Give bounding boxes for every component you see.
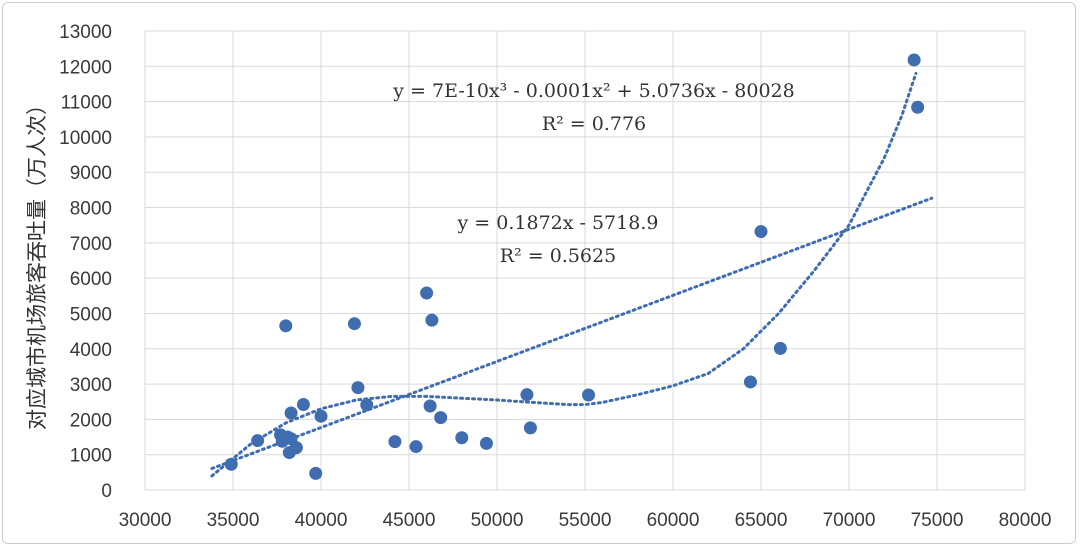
data-point [582, 388, 596, 402]
data-point [360, 398, 374, 412]
data-point [309, 466, 323, 480]
x-tick-label: 35000 [207, 510, 260, 531]
y-tick-label: 5000 [70, 304, 112, 325]
x-tick-label: 55000 [559, 510, 612, 531]
y-tick-label: 3000 [70, 375, 112, 396]
data-point [423, 399, 437, 413]
y-tick-label: 4000 [70, 340, 112, 361]
data-point [284, 406, 298, 420]
data-point [251, 434, 265, 448]
x-tick-label: 65000 [735, 510, 788, 531]
data-point [347, 317, 361, 331]
x-tick-label: 45000 [383, 510, 436, 531]
y-tick-label: 13000 [59, 22, 112, 43]
x-tick-label: 80000 [999, 510, 1052, 531]
poly-trend-r2: R² = 0.776 [542, 113, 646, 135]
data-points [224, 53, 925, 480]
x-tick-label: 50000 [471, 510, 524, 531]
data-point [388, 435, 402, 449]
y-tick-label: 10000 [59, 128, 112, 149]
y-axis-ticks: 0 1000 2000 3000 4000 5000 6000 7000 8000 9000 100… [59, 22, 112, 502]
x-tick-label: 60000 [647, 510, 700, 531]
y-tick-label: 1000 [70, 446, 112, 467]
x-tick-label: 75000 [911, 510, 964, 531]
grid-lines [144, 30, 1026, 491]
y-tick-label: 8000 [70, 199, 112, 220]
data-point [523, 421, 537, 435]
data-point [314, 409, 328, 423]
data-point [455, 431, 469, 445]
trendlines [210, 71, 934, 478]
data-point [224, 457, 238, 471]
y-axis-label: 对应城市机场旅客吞吐量（万人次） [25, 94, 49, 430]
polynomial-trendline [210, 71, 918, 478]
data-point [911, 100, 925, 114]
y-tick-label: 9000 [70, 163, 112, 184]
data-point [754, 225, 768, 239]
x-tick-label: 70000 [823, 510, 876, 531]
linear-trend-equation: y = 0.1872x - 5718.9 [457, 212, 659, 234]
data-point [520, 388, 534, 402]
data-point [434, 411, 448, 425]
y-tick-label: 2000 [70, 410, 112, 431]
data-point [296, 398, 310, 412]
linear-trendline [210, 196, 934, 471]
data-point [289, 441, 303, 455]
x-tick-label: 30000 [119, 510, 172, 531]
data-point [773, 341, 787, 355]
x-axis-ticks: 30000 35000 40000 45000 50000 55000 60000 65000… [119, 510, 1052, 531]
y-tick-label: 0 [101, 481, 112, 502]
poly-trend-equation: y = 7E-10x³ - 0.0001x² + 5.0736x - 80028 [392, 80, 794, 102]
y-tick-label: 6000 [70, 269, 112, 290]
data-point [743, 375, 757, 389]
data-point [425, 313, 439, 327]
data-point [279, 319, 293, 333]
linear-trend-r2: R² = 0.5625 [500, 245, 616, 267]
data-point [420, 286, 434, 300]
data-point [907, 53, 921, 67]
x-tick-label: 40000 [295, 510, 348, 531]
y-tick-label: 7000 [70, 234, 112, 255]
data-point [479, 436, 493, 450]
data-point [409, 440, 423, 454]
y-tick-label: 11000 [61, 93, 112, 114]
y-tick-label: 12000 [59, 57, 112, 78]
data-point [351, 381, 365, 395]
